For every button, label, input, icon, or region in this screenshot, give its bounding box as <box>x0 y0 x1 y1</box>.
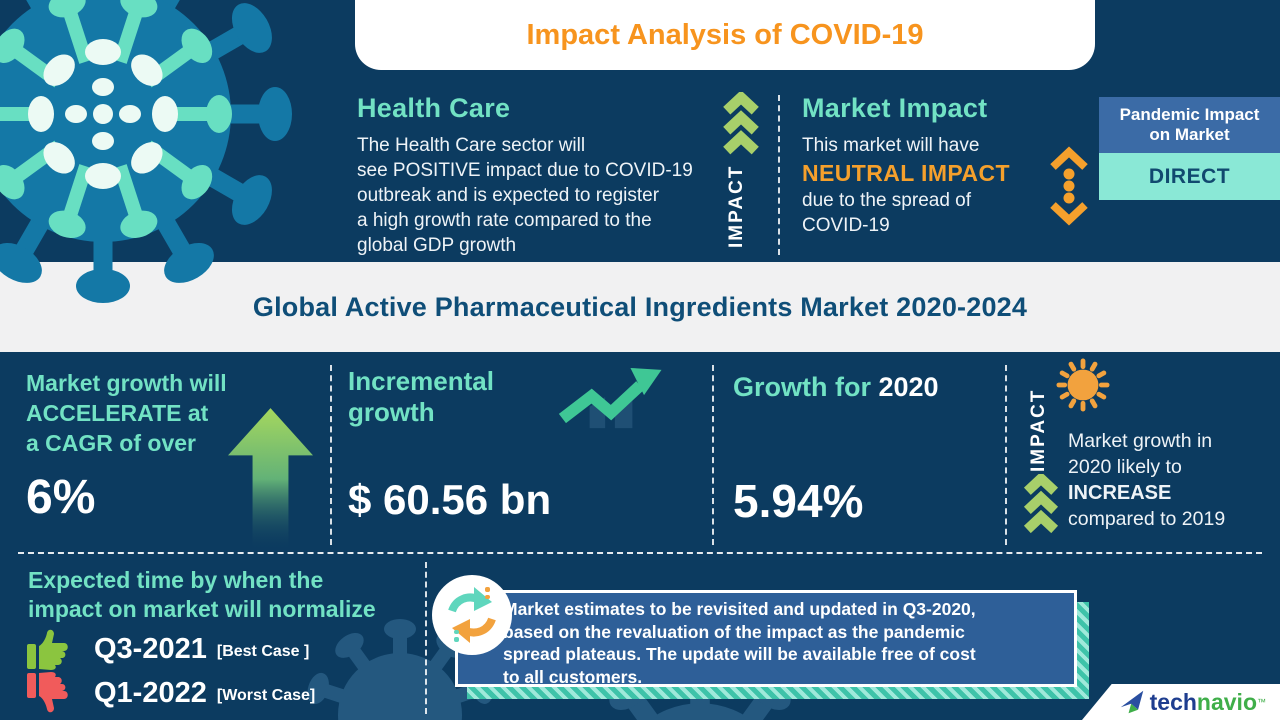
market-impact-highlight: NEUTRAL IMPACT <box>802 160 1010 186</box>
incremental-growth-title: Incremental growth <box>348 366 494 427</box>
cagr-text: Market growth will ACCELERATE at a CAGR … <box>26 370 227 456</box>
health-care-title: Health Care <box>357 93 511 123</box>
cagr-stat: Market growth will ACCELERATE at a CAGR … <box>26 368 227 525</box>
logo-trademark: ™ <box>1257 697 1266 707</box>
coronavirus-silhouette <box>307 619 493 720</box>
logo-text-tech: tech <box>1149 688 1197 715</box>
worst-case-label: [Worst Case] <box>216 687 316 704</box>
thumbs-up-icon <box>27 629 68 670</box>
impact-2020-vertical-label: IMPACT <box>1028 388 1049 472</box>
normalize-title: Expected time by when the impact on mark… <box>28 567 376 622</box>
worst-case-row: Q1-2022 [Worst Case] <box>26 671 315 715</box>
health-care-section: Health Care The Health Care sector will … <box>357 93 693 258</box>
stats-divider-3 <box>1005 365 1007 545</box>
market-impact-line2: due to the spread of <box>802 190 972 211</box>
market-title: Global Active Pharmaceutical Ingredients… <box>252 292 1028 322</box>
market-impact-title: Market Impact <box>802 93 988 123</box>
bottom-divider <box>425 562 427 714</box>
neutral-arrows-icon <box>1050 146 1088 226</box>
incremental-growth-value: $ 60.56 bn <box>348 476 552 523</box>
horizontal-divider <box>18 552 1262 554</box>
health-care-text: The Health Care sector will see POSITIVE… <box>357 135 693 256</box>
worst-case-value: Q1-2022 <box>94 676 207 709</box>
chevrons-up-icon <box>1023 474 1059 534</box>
market-title-band: Global Active Pharmaceutical Ingredients… <box>0 262 1280 352</box>
top-banner: Impact Analysis of COVID-19 <box>355 0 1095 70</box>
impact-2020-text: Market growth in 2020 likely to INCREASE… <box>1068 430 1226 530</box>
best-case-row: Q3-2021 [Best Case ] <box>26 627 309 671</box>
market-impact-line3: COVID-19 <box>802 215 890 236</box>
growth-2020-value: 5.94% <box>733 475 864 527</box>
up-arrow-icon <box>228 408 313 550</box>
market-impact-line1: This market will have <box>802 135 980 156</box>
stats-divider-1 <box>330 365 332 545</box>
header-divider <box>778 95 780 255</box>
note-box: Market estimates to be revisited and upd… <box>455 590 1077 687</box>
coronavirus-small-icon <box>1056 358 1110 412</box>
banner-title: Impact Analysis of COVID-19 <box>526 19 924 51</box>
best-case-value: Q3-2021 <box>94 632 207 665</box>
pandemic-impact-badge: Pandemic Impact on Market DIRECT <box>1099 97 1280 200</box>
growth-2020-label: Growth for 2020 <box>733 372 939 402</box>
cagr-value: 6% <box>26 471 96 524</box>
best-case-label: [Best Case ] <box>216 643 310 660</box>
thumbs-down-icon <box>27 672 68 713</box>
chevrons-up-icon <box>723 92 759 155</box>
technavio-logo: tech navio ™ <box>1082 684 1280 720</box>
pandemic-badge-value: DIRECT <box>1099 153 1280 200</box>
refresh-icon <box>432 575 512 655</box>
stats-divider-2 <box>712 365 714 545</box>
impact-vertical-label: IMPACT <box>726 164 747 248</box>
coronavirus-illustration <box>0 0 292 303</box>
technavio-dart-icon <box>1120 690 1143 714</box>
pandemic-badge-label: Pandemic Impact on Market <box>1099 97 1280 153</box>
market-impact-section: Market Impact This market will have NEUT… <box>802 93 1010 238</box>
impact-2020-highlight: INCREASE <box>1068 482 1172 504</box>
growth-line-icon <box>558 367 662 429</box>
logo-text-navio: navio <box>1196 688 1257 715</box>
incremental-growth-stat: Incremental growth <box>348 366 494 428</box>
